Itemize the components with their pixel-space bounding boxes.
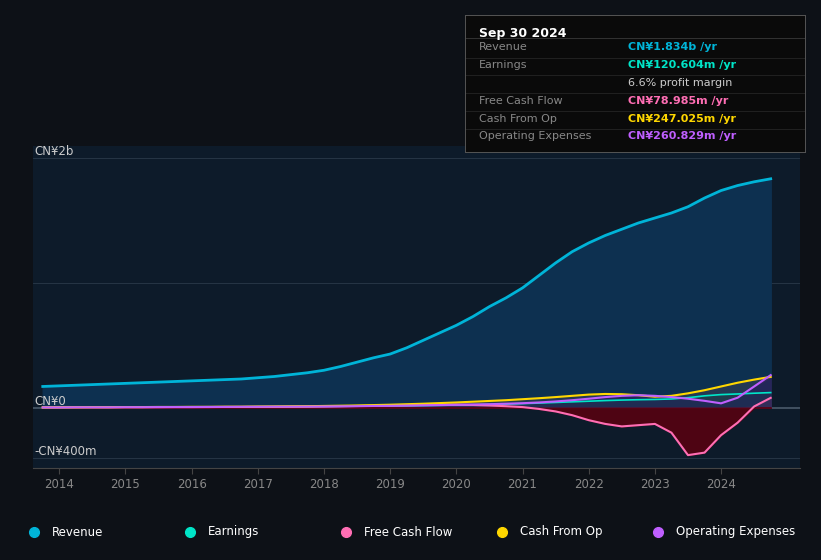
Text: Cash From Op: Cash From Op (520, 525, 602, 539)
Text: CN¥120.604m /yr: CN¥120.604m /yr (628, 60, 736, 70)
Text: Revenue: Revenue (479, 43, 527, 53)
Text: Free Cash Flow: Free Cash Flow (364, 525, 452, 539)
Text: CN¥78.985m /yr: CN¥78.985m /yr (628, 96, 728, 106)
Text: Earnings: Earnings (208, 525, 259, 539)
Text: CN¥247.025m /yr: CN¥247.025m /yr (628, 114, 736, 124)
Text: CN¥1.834b /yr: CN¥1.834b /yr (628, 43, 718, 53)
Text: Earnings: Earnings (479, 60, 527, 70)
Text: -CN¥400m: -CN¥400m (34, 445, 97, 458)
Text: Revenue: Revenue (52, 525, 103, 539)
Text: Cash From Op: Cash From Op (479, 114, 557, 124)
Text: Sep 30 2024: Sep 30 2024 (479, 27, 566, 40)
Text: 6.6% profit margin: 6.6% profit margin (628, 78, 732, 88)
Text: CN¥260.829m /yr: CN¥260.829m /yr (628, 132, 736, 142)
Text: Operating Expenses: Operating Expenses (479, 132, 591, 142)
Text: CN¥2b: CN¥2b (34, 145, 74, 158)
Text: Operating Expenses: Operating Expenses (676, 525, 795, 539)
Text: CN¥0: CN¥0 (34, 395, 66, 408)
Text: Free Cash Flow: Free Cash Flow (479, 96, 562, 106)
